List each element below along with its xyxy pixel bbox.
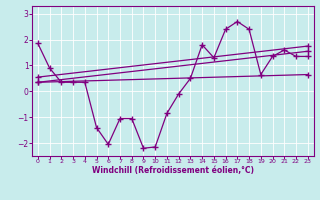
X-axis label: Windchill (Refroidissement éolien,°C): Windchill (Refroidissement éolien,°C) <box>92 166 254 175</box>
